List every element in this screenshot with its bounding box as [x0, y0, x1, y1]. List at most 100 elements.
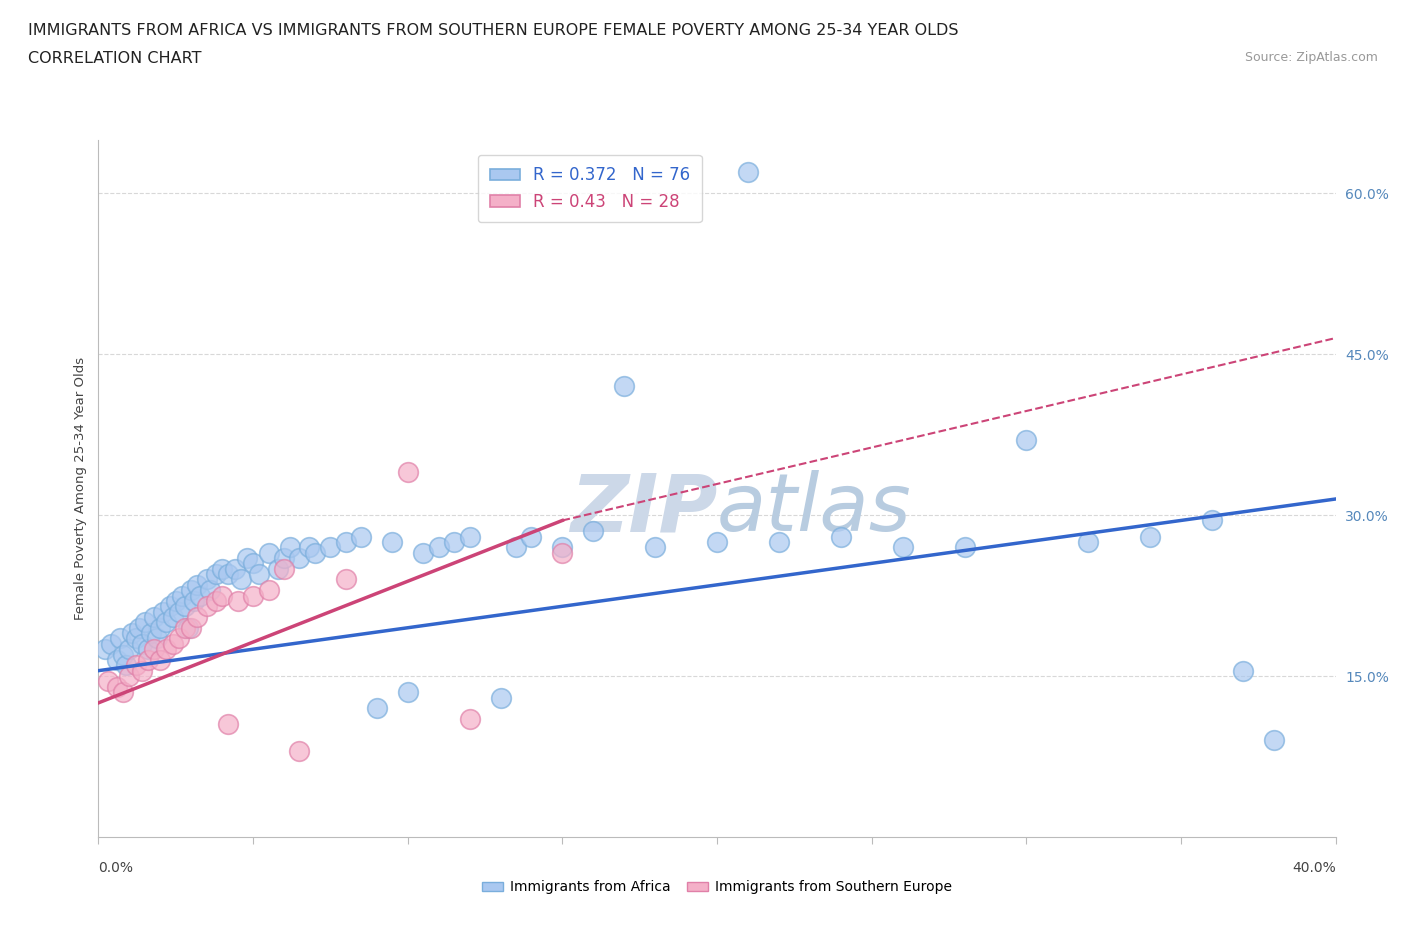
Point — [165, 593, 187, 608]
Point — [644, 539, 666, 554]
Point — [105, 679, 128, 694]
Point — [335, 535, 357, 550]
Point — [136, 642, 159, 657]
Point — [149, 620, 172, 635]
Point — [115, 658, 138, 672]
Point — [112, 647, 135, 662]
Point — [304, 545, 326, 560]
Point — [520, 529, 543, 544]
Point — [105, 653, 128, 668]
Point — [131, 636, 153, 651]
Point — [183, 593, 205, 608]
Point — [335, 572, 357, 587]
Point — [489, 690, 512, 705]
Point — [298, 539, 321, 554]
Point — [131, 663, 153, 678]
Point — [149, 653, 172, 668]
Point — [257, 545, 280, 560]
Point — [134, 615, 156, 630]
Point — [174, 599, 197, 614]
Point — [100, 636, 122, 651]
Point — [396, 465, 419, 480]
Point — [155, 615, 177, 630]
Point — [613, 379, 636, 393]
Point — [146, 631, 169, 646]
Point — [198, 583, 221, 598]
Point — [177, 620, 200, 635]
Point — [1201, 513, 1223, 528]
Point — [458, 711, 481, 726]
Text: CORRELATION CHART: CORRELATION CHART — [28, 51, 201, 66]
Point — [143, 609, 166, 624]
Text: Source: ZipAtlas.com: Source: ZipAtlas.com — [1244, 51, 1378, 64]
Point — [319, 539, 342, 554]
Point — [953, 539, 976, 554]
Point — [1077, 535, 1099, 550]
Point — [167, 631, 190, 646]
Text: ZIP: ZIP — [569, 471, 717, 548]
Point — [229, 572, 252, 587]
Point — [427, 539, 450, 554]
Point — [273, 551, 295, 565]
Point — [257, 583, 280, 598]
Legend: Immigrants from Africa, Immigrants from Southern Europe: Immigrants from Africa, Immigrants from … — [477, 875, 957, 900]
Text: IMMIGRANTS FROM AFRICA VS IMMIGRANTS FROM SOUTHERN EUROPE FEMALE POVERTY AMONG 2: IMMIGRANTS FROM AFRICA VS IMMIGRANTS FRO… — [28, 23, 959, 38]
Point — [551, 545, 574, 560]
Point — [1015, 432, 1038, 447]
Point — [152, 604, 174, 619]
Point — [1263, 733, 1285, 748]
Point — [582, 524, 605, 538]
Point — [236, 551, 259, 565]
Point — [350, 529, 373, 544]
Point — [706, 535, 728, 550]
Point — [458, 529, 481, 544]
Point — [128, 620, 150, 635]
Point — [155, 642, 177, 657]
Point — [551, 539, 574, 554]
Point — [121, 626, 143, 641]
Point — [124, 631, 146, 646]
Point — [190, 588, 212, 603]
Point — [118, 642, 141, 657]
Point — [143, 642, 166, 657]
Point — [768, 535, 790, 550]
Point — [167, 604, 190, 619]
Text: 0.0%: 0.0% — [98, 861, 134, 875]
Point — [118, 669, 141, 684]
Point — [217, 717, 239, 732]
Point — [737, 165, 759, 179]
Point — [278, 539, 301, 554]
Point — [242, 556, 264, 571]
Point — [242, 588, 264, 603]
Point — [267, 562, 290, 577]
Point — [170, 588, 193, 603]
Text: atlas: atlas — [717, 471, 912, 548]
Point — [180, 583, 202, 598]
Point — [159, 599, 181, 614]
Point — [1139, 529, 1161, 544]
Point — [186, 578, 208, 592]
Point — [205, 593, 228, 608]
Point — [366, 701, 388, 716]
Point — [217, 566, 239, 581]
Point — [108, 631, 131, 646]
Point — [830, 529, 852, 544]
Y-axis label: Female Poverty Among 25-34 Year Olds: Female Poverty Among 25-34 Year Olds — [75, 357, 87, 619]
Point — [1232, 663, 1254, 678]
Point — [124, 658, 146, 672]
Point — [412, 545, 434, 560]
Point — [162, 609, 184, 624]
Point — [112, 684, 135, 699]
Point — [162, 636, 184, 651]
Point — [211, 588, 233, 603]
Point — [288, 551, 311, 565]
Point — [381, 535, 404, 550]
Point — [211, 562, 233, 577]
Point — [174, 620, 197, 635]
Point — [224, 562, 246, 577]
Point — [505, 539, 527, 554]
Point — [226, 593, 249, 608]
Point — [97, 674, 120, 689]
Text: 40.0%: 40.0% — [1292, 861, 1336, 875]
Point — [288, 744, 311, 759]
